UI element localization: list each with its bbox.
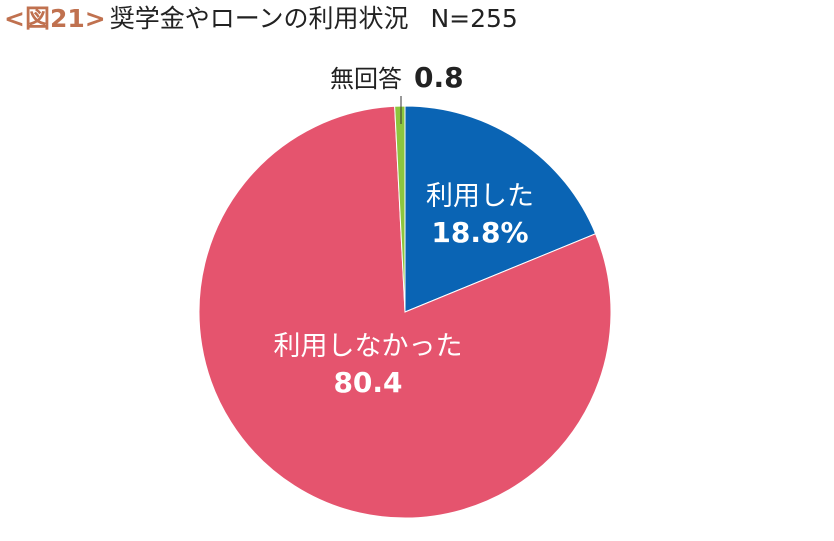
title-text: 奨学金やローンの利用状況 — [109, 4, 409, 33]
slice-value-used: 18.8% — [431, 216, 528, 249]
slice-label-no-answer: 無回答 0.8 — [330, 61, 464, 94]
chart-title: <図21> 奨学金やローンの利用状況 N=255 — [4, 2, 518, 36]
pie-slices — [198, 105, 612, 519]
sample-size: N=255 — [430, 4, 518, 33]
no-answer-label: 無回答 — [330, 65, 402, 93]
slice-label-used: 利用した — [426, 181, 534, 212]
slice-value-not-used: 80.4 — [333, 366, 402, 399]
pie-slice-no-answer — [394, 105, 406, 313]
no-answer-value: 0.8 — [414, 61, 464, 94]
pie-slice-used — [404, 105, 597, 313]
pie-slice-not-used — [198, 105, 612, 519]
figure-number: <図21> — [4, 4, 106, 33]
slice-label-not-used: 利用しなかった — [274, 331, 463, 362]
